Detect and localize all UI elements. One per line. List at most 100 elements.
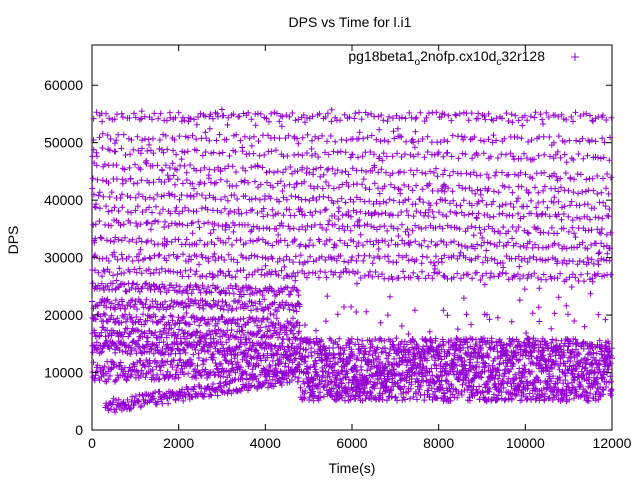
- data-point: [539, 210, 546, 217]
- data-point: [135, 296, 142, 303]
- data-point: [287, 164, 294, 170]
- data-point: [491, 188, 497, 195]
- data-point: [529, 244, 536, 251]
- data-point: [595, 214, 602, 221]
- data-point: [128, 284, 135, 291]
- data-point: [469, 155, 476, 162]
- data-point: [135, 191, 142, 198]
- data-point: [521, 227, 528, 234]
- data-point: [141, 255, 148, 262]
- data-point: [291, 184, 298, 191]
- data-point: [454, 394, 461, 401]
- data-point: [338, 136, 345, 143]
- data-point: [143, 239, 150, 246]
- data-point: [183, 236, 190, 243]
- data-point: [146, 304, 153, 311]
- data-point: [561, 151, 568, 158]
- data-point: [255, 138, 262, 145]
- data-point: [458, 170, 465, 177]
- data-point: [265, 240, 272, 247]
- data-point: [510, 272, 517, 279]
- data-point: [179, 180, 186, 187]
- data-point: [127, 194, 134, 201]
- data-point: [421, 237, 428, 244]
- data-point: [192, 297, 199, 303]
- data-point: [234, 268, 241, 275]
- data-point: [413, 182, 420, 189]
- data-point: [598, 226, 605, 232]
- data-point: [112, 234, 119, 241]
- data-point: [509, 189, 516, 196]
- data-point: [359, 181, 365, 188]
- data-point: [223, 301, 230, 308]
- data-point: [259, 292, 266, 299]
- data-point: [430, 214, 437, 221]
- data-point: [465, 211, 472, 218]
- data-point: [403, 138, 409, 145]
- data-point: [576, 138, 583, 145]
- data-point: [358, 116, 365, 123]
- data-point: [160, 206, 166, 213]
- data-point: [423, 114, 430, 121]
- data-point: [328, 118, 335, 125]
- data-point: [518, 155, 524, 162]
- data-point: [181, 162, 188, 169]
- data-point: [274, 168, 281, 175]
- data-point: [603, 231, 610, 238]
- data-point: [433, 200, 440, 207]
- data-point: [301, 270, 308, 277]
- data-point: [330, 185, 337, 192]
- data-point: [162, 298, 169, 305]
- data-point: [146, 254, 153, 261]
- data-point: [229, 163, 236, 170]
- data-point: [330, 200, 337, 207]
- data-point: [388, 237, 395, 244]
- data-point: [182, 241, 189, 248]
- data-point: [187, 282, 194, 289]
- data-point: [458, 133, 465, 140]
- data-point: [163, 117, 170, 124]
- data-point: [419, 186, 426, 193]
- data-point: [170, 251, 177, 258]
- data-point: [410, 213, 417, 220]
- data-point: [152, 313, 159, 320]
- data-point: [156, 251, 163, 258]
- data-point: [432, 224, 439, 231]
- data-point: [146, 204, 153, 211]
- data-point: [197, 110, 204, 117]
- data-point: [274, 258, 281, 265]
- data-point: [334, 311, 341, 318]
- data-point: [457, 202, 464, 209]
- data-point: [421, 397, 428, 404]
- data-point: [378, 166, 385, 173]
- data-point: [583, 176, 590, 183]
- data-point: [238, 178, 245, 185]
- data-point: [353, 167, 360, 174]
- data-point: [106, 194, 113, 200]
- data-point: [196, 286, 203, 293]
- data-point: [567, 202, 573, 209]
- data-point: [245, 179, 252, 186]
- data-point: [522, 171, 529, 178]
- data-point: [336, 225, 343, 232]
- data-point: [317, 268, 324, 275]
- data-point: [585, 398, 592, 405]
- data-point: [392, 394, 399, 401]
- data-point: [418, 260, 425, 267]
- data-point: [252, 300, 259, 307]
- data-point: [499, 210, 506, 217]
- data-point: [473, 269, 480, 276]
- data-point: [527, 113, 534, 120]
- data-point: [545, 230, 552, 237]
- data-point: [401, 169, 407, 176]
- data-point: [118, 145, 125, 152]
- data-point: [310, 258, 317, 265]
- data-point: [279, 113, 286, 120]
- data-point: [319, 185, 326, 192]
- data-point: [231, 192, 238, 198]
- data-point: [129, 236, 136, 243]
- data-point: [422, 209, 429, 216]
- data-point: [428, 139, 435, 146]
- data-point: [118, 251, 125, 258]
- data-point: [524, 229, 531, 236]
